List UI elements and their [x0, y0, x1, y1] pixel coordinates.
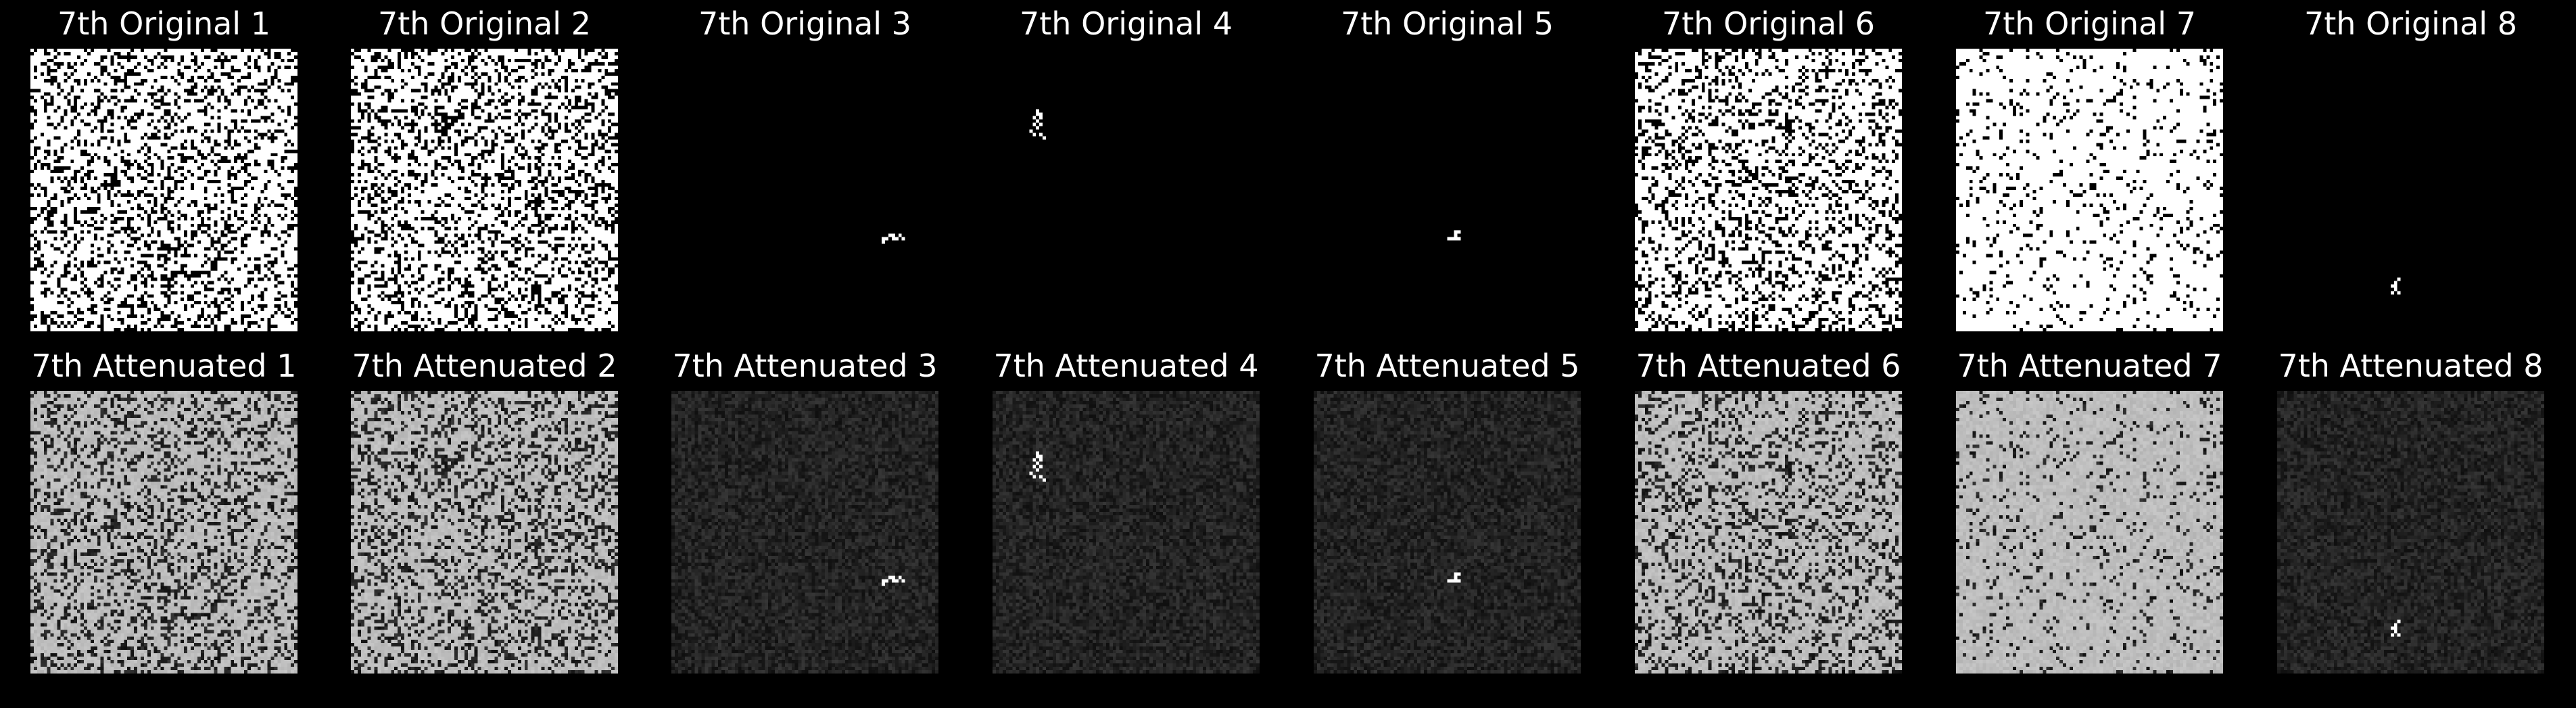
- panel-title: 7th Attenuated 1: [31, 348, 297, 384]
- panel-image: [30, 49, 297, 331]
- panel-title: 7th Attenuated 7: [1957, 348, 2222, 384]
- panel-image: [1314, 391, 1581, 674]
- panel-title: 7th Attenuated 3: [672, 348, 938, 384]
- panel-title: 7th Attenuated 8: [2278, 348, 2544, 384]
- panel-title: 7th Original 4: [1020, 5, 1233, 42]
- panel-image: [671, 49, 938, 331]
- panel-title: 7th Attenuated 2: [352, 348, 617, 384]
- panel-title: 7th Attenuated 4: [993, 348, 1259, 384]
- panel-image: [351, 391, 618, 674]
- panel-title: 7th Original 1: [57, 5, 270, 42]
- panel-image: [2277, 49, 2544, 331]
- panel-image: [30, 391, 297, 674]
- panel-title: 7th Attenuated 5: [1314, 348, 1580, 384]
- panel-image: [993, 49, 1260, 331]
- panel-title: 7th Original 5: [1341, 5, 1554, 42]
- panel-title: 7th Original 7: [1983, 5, 2196, 42]
- panel-title: 7th Attenuated 6: [1636, 348, 1901, 384]
- panel-image: [671, 391, 938, 674]
- panel-image: [2277, 391, 2544, 674]
- panel-image: [1956, 49, 2223, 331]
- panel-image: [1314, 49, 1581, 331]
- panel-image: [1635, 49, 1902, 331]
- panel-image: [1635, 391, 1902, 674]
- panel-title: 7th Original 8: [2304, 5, 2517, 42]
- panel-title: 7th Original 6: [1662, 5, 1875, 42]
- panel-title: 7th Original 2: [378, 5, 591, 42]
- panel-image: [351, 49, 618, 331]
- panel-title: 7th Original 3: [698, 5, 911, 42]
- panel-image: [993, 391, 1260, 674]
- panel-image: [1956, 391, 2223, 674]
